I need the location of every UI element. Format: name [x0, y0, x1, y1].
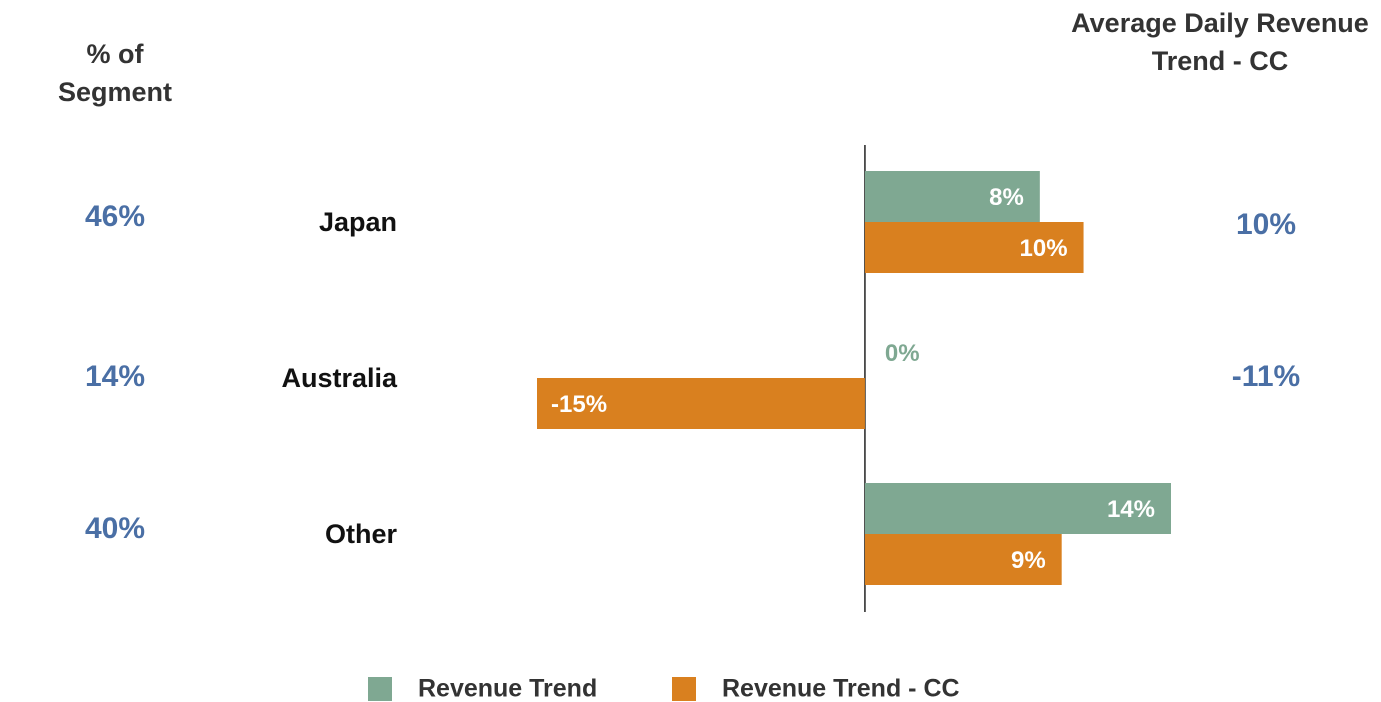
data-label: 10%: [1020, 235, 1068, 262]
category-label: Australia: [281, 363, 398, 393]
legend-swatch: [672, 677, 696, 701]
data-label: 14%: [1107, 496, 1155, 523]
data-label: 9%: [1011, 547, 1046, 574]
bar: [537, 378, 865, 429]
segment-header: % of Segment Revenue: [57, 39, 173, 107]
bar: [864, 483, 1171, 534]
bar: [864, 534, 1062, 585]
segment-header-box: % of Segment Revenue: [57, 39, 173, 107]
daily-header: Average Daily Revenue Trend - CC: [1071, 8, 1369, 76]
category-label: Japan: [319, 207, 397, 237]
data-label: 8%: [989, 184, 1024, 211]
daily-header-box: Average Daily Revenue Trend - CC: [1071, 8, 1369, 76]
legend-label: Revenue Trend: [418, 675, 597, 702]
segment-share: 14%: [85, 360, 145, 393]
daily-trend: -11%: [1232, 360, 1300, 393]
data-label: 0%: [885, 340, 920, 367]
bar: [864, 222, 1084, 273]
data-label: -15%: [551, 391, 607, 418]
category-label: Other: [325, 519, 398, 549]
segment-share: 46%: [85, 200, 145, 233]
bar: [864, 171, 1040, 222]
segment-share: 40%: [85, 512, 145, 545]
legend-swatch: [368, 677, 392, 701]
daily-trend: 10%: [1236, 208, 1296, 241]
legend-label: Revenue Trend - CC: [722, 675, 960, 702]
